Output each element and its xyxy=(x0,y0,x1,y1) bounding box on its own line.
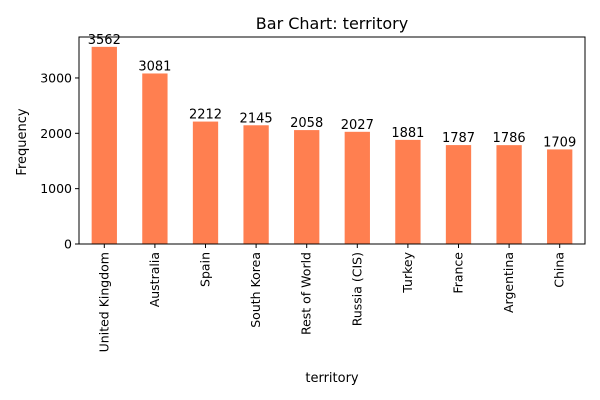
bar-value-label: 1881 xyxy=(391,126,424,141)
bar xyxy=(142,73,168,245)
bar xyxy=(294,130,320,244)
x-axis-label: territory xyxy=(305,371,359,386)
x-tick-label: Spain xyxy=(198,252,213,287)
x-tick-label: Russia (CIS) xyxy=(349,252,364,326)
x-tick-label: France xyxy=(451,252,466,294)
y-axis: 0 1000 2000 3000 xyxy=(40,70,79,252)
plot-frame xyxy=(78,36,586,245)
bar-value-label: 1786 xyxy=(493,131,526,146)
bar-value-label: 2145 xyxy=(240,111,273,126)
x-tick-label: Turkey xyxy=(400,251,415,293)
bar xyxy=(243,125,269,244)
bar-value-label: 2058 xyxy=(290,116,323,131)
bar-value-label: 3081 xyxy=(138,59,171,74)
chart-title: Bar Chart: territory xyxy=(256,14,408,33)
y-axis-label: Frequency xyxy=(15,108,30,175)
bar-value-label: 1787 xyxy=(442,131,475,146)
bar-value-label: 2027 xyxy=(341,118,374,133)
y-tick-label: 0 xyxy=(64,237,72,252)
bar xyxy=(395,139,421,244)
x-tick-label: Rest of World xyxy=(299,252,314,335)
y-tick-label: 2000 xyxy=(40,126,72,141)
bar xyxy=(344,131,370,244)
x-tick-label: China xyxy=(552,252,567,288)
x-tick-label: South Korea xyxy=(248,252,263,328)
y-tick-label: 3000 xyxy=(40,70,72,85)
y-tick-label: 1000 xyxy=(40,181,72,196)
bar xyxy=(547,149,573,244)
x-tick-label: Argentina xyxy=(501,252,516,313)
x-axis: United Kingdom Australia Spain South Korea R… xyxy=(96,244,567,352)
bar xyxy=(91,46,117,245)
bar xyxy=(496,145,522,244)
bar-value-label: 2212 xyxy=(189,108,222,123)
x-tick-label: United Kingdom xyxy=(96,252,111,352)
bar xyxy=(192,121,219,244)
x-tick-label: Australia xyxy=(147,252,162,307)
bar-value-label: 3562 xyxy=(88,33,121,48)
bar-value-label: 1709 xyxy=(543,135,576,150)
plot-area: 3562 3081 2212 2145 2058 2027 1881 1787 1786 1709 xyxy=(78,33,586,245)
bar xyxy=(445,145,472,244)
